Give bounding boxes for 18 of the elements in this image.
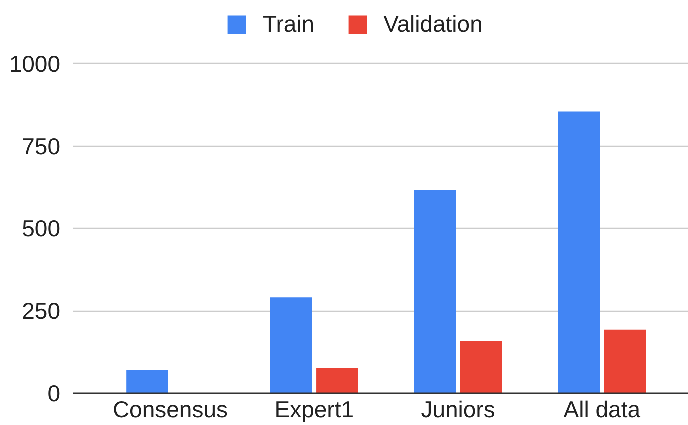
bar — [414, 190, 456, 394]
bar — [126, 370, 168, 394]
x-tick-label: Consensus — [112, 396, 228, 422]
y-tick-label: 750 — [22, 133, 60, 160]
bar — [604, 330, 646, 394]
bar — [270, 298, 312, 394]
bar — [558, 112, 600, 394]
bar — [316, 368, 358, 394]
x-tick-label: All data — [564, 396, 641, 422]
bar — [460, 341, 502, 394]
legend-label: Validation — [384, 11, 483, 38]
x-tick-label: Juniors — [421, 396, 496, 422]
y-tick-label: 0 — [48, 380, 61, 406]
y-tick-label: 250 — [22, 298, 60, 324]
y-tick-label: 1000 — [9, 50, 61, 77]
y-tick-label: 500 — [22, 216, 60, 242]
legend-label: Train — [263, 11, 315, 38]
x-tick-label: Expert1 — [274, 396, 354, 422]
